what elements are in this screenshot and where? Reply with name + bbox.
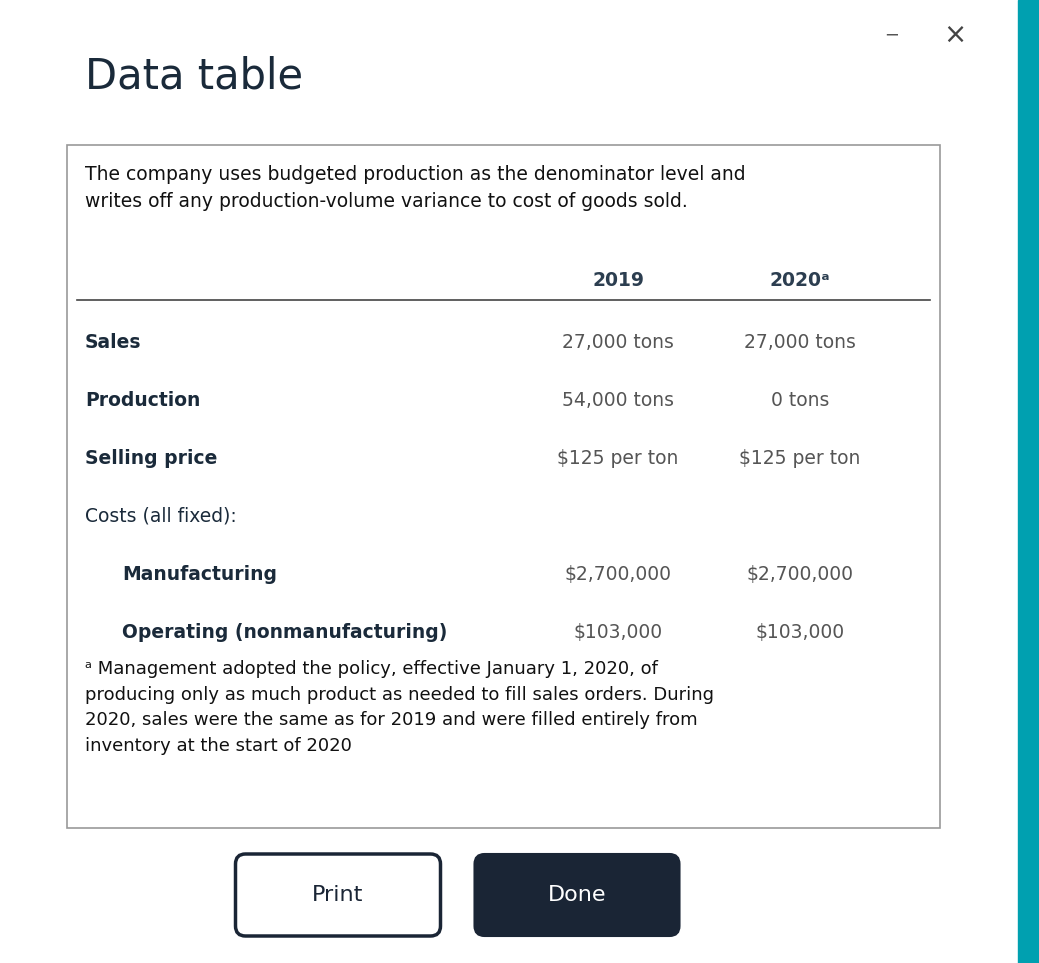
FancyBboxPatch shape — [66, 145, 940, 828]
Text: ─: ─ — [886, 26, 898, 44]
Text: Done: Done — [548, 885, 606, 905]
Text: Manufacturing: Manufacturing — [122, 564, 277, 584]
Bar — [1018, 0, 1039, 963]
Text: 2020ᵃ: 2020ᵃ — [770, 271, 830, 290]
Text: Production: Production — [85, 391, 201, 409]
Text: Operating (nonmanufacturing): Operating (nonmanufacturing) — [122, 622, 448, 641]
FancyBboxPatch shape — [475, 854, 680, 936]
Text: Costs (all fixed):: Costs (all fixed): — [85, 507, 237, 526]
Text: ᵃ Management adopted the policy, effective January 1, 2020, of
producing only as: ᵃ Management adopted the policy, effecti… — [85, 660, 714, 755]
Text: Selling price: Selling price — [85, 449, 217, 467]
Text: $103,000: $103,000 — [755, 622, 845, 641]
Text: The company uses budgeted production as the denominator level and
writes off any: The company uses budgeted production as … — [85, 165, 746, 211]
FancyBboxPatch shape — [236, 854, 441, 936]
Text: 54,000 tons: 54,000 tons — [562, 391, 674, 409]
Text: $125 per ton: $125 per ton — [557, 449, 678, 467]
Text: $125 per ton: $125 per ton — [740, 449, 860, 467]
Text: 0 tons: 0 tons — [771, 391, 829, 409]
Text: ×: × — [943, 21, 966, 49]
Text: Data table: Data table — [85, 55, 303, 97]
Text: 2019: 2019 — [592, 271, 644, 290]
Text: $2,700,000: $2,700,000 — [746, 564, 853, 584]
Text: 27,000 tons: 27,000 tons — [562, 332, 674, 351]
Text: 27,000 tons: 27,000 tons — [744, 332, 856, 351]
Text: Sales: Sales — [85, 332, 141, 351]
Text: $2,700,000: $2,700,000 — [564, 564, 671, 584]
Text: Print: Print — [313, 885, 364, 905]
Text: $103,000: $103,000 — [574, 622, 663, 641]
